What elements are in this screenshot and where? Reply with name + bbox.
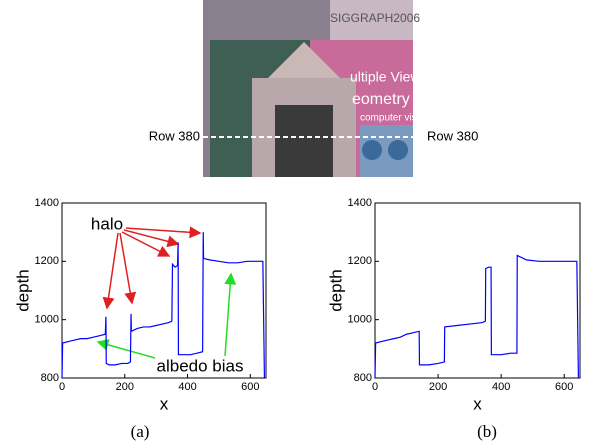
photo-text: computer vision [360,113,430,124]
caption: (b) [477,422,497,441]
y-axis-label: depth [13,269,32,312]
x-tick-label: 400 [178,381,196,393]
albedo-arrows [98,274,231,358]
y-tick-label: 1400 [348,197,372,209]
data-line [375,256,578,379]
x-axis-label: x [160,394,169,413]
y-tick-label: 1400 [35,197,59,209]
photo-text: ultiple View [350,69,421,85]
figure: SIGGRAPH2006 ultiple View eometry comput… [0,0,594,448]
x-tick-label: 200 [429,381,447,393]
row-label: Row 380 [427,128,478,143]
y-tick-label: 1200 [35,255,59,267]
x-tick-label: 0 [59,381,65,393]
photo: SIGGRAPH2006 ultiple View eometry comput… [203,0,430,177]
x-tick-label: 400 [492,381,510,393]
y-tick-label: 1200 [348,255,372,267]
annotation: albedo bias [157,356,244,375]
page: {"photo": {"texts": ["SIGGRAPH2006", "ul… [0,0,594,448]
y-axis-label: depth [326,269,345,312]
y-tick-label: 800 [354,372,372,384]
halo-arrows [107,228,200,308]
x-tick-label: 0 [372,381,378,393]
x-axis-label: x [473,394,482,413]
annotation: halo [91,214,123,233]
photo-text: SIGGRAPH2006 [330,11,420,25]
y-tick-label: 1000 [35,314,59,326]
y-tick-label: 800 [41,372,59,384]
plot-frame [375,203,580,378]
y-tick-label: 1000 [348,314,372,326]
row-label: Row 380 [149,128,200,143]
x-tick-label: 200 [116,381,134,393]
x-tick-label: 600 [241,381,259,393]
x-tick-label: 600 [555,381,573,393]
caption: (a) [131,422,150,441]
photo-text: eometry [352,91,410,108]
